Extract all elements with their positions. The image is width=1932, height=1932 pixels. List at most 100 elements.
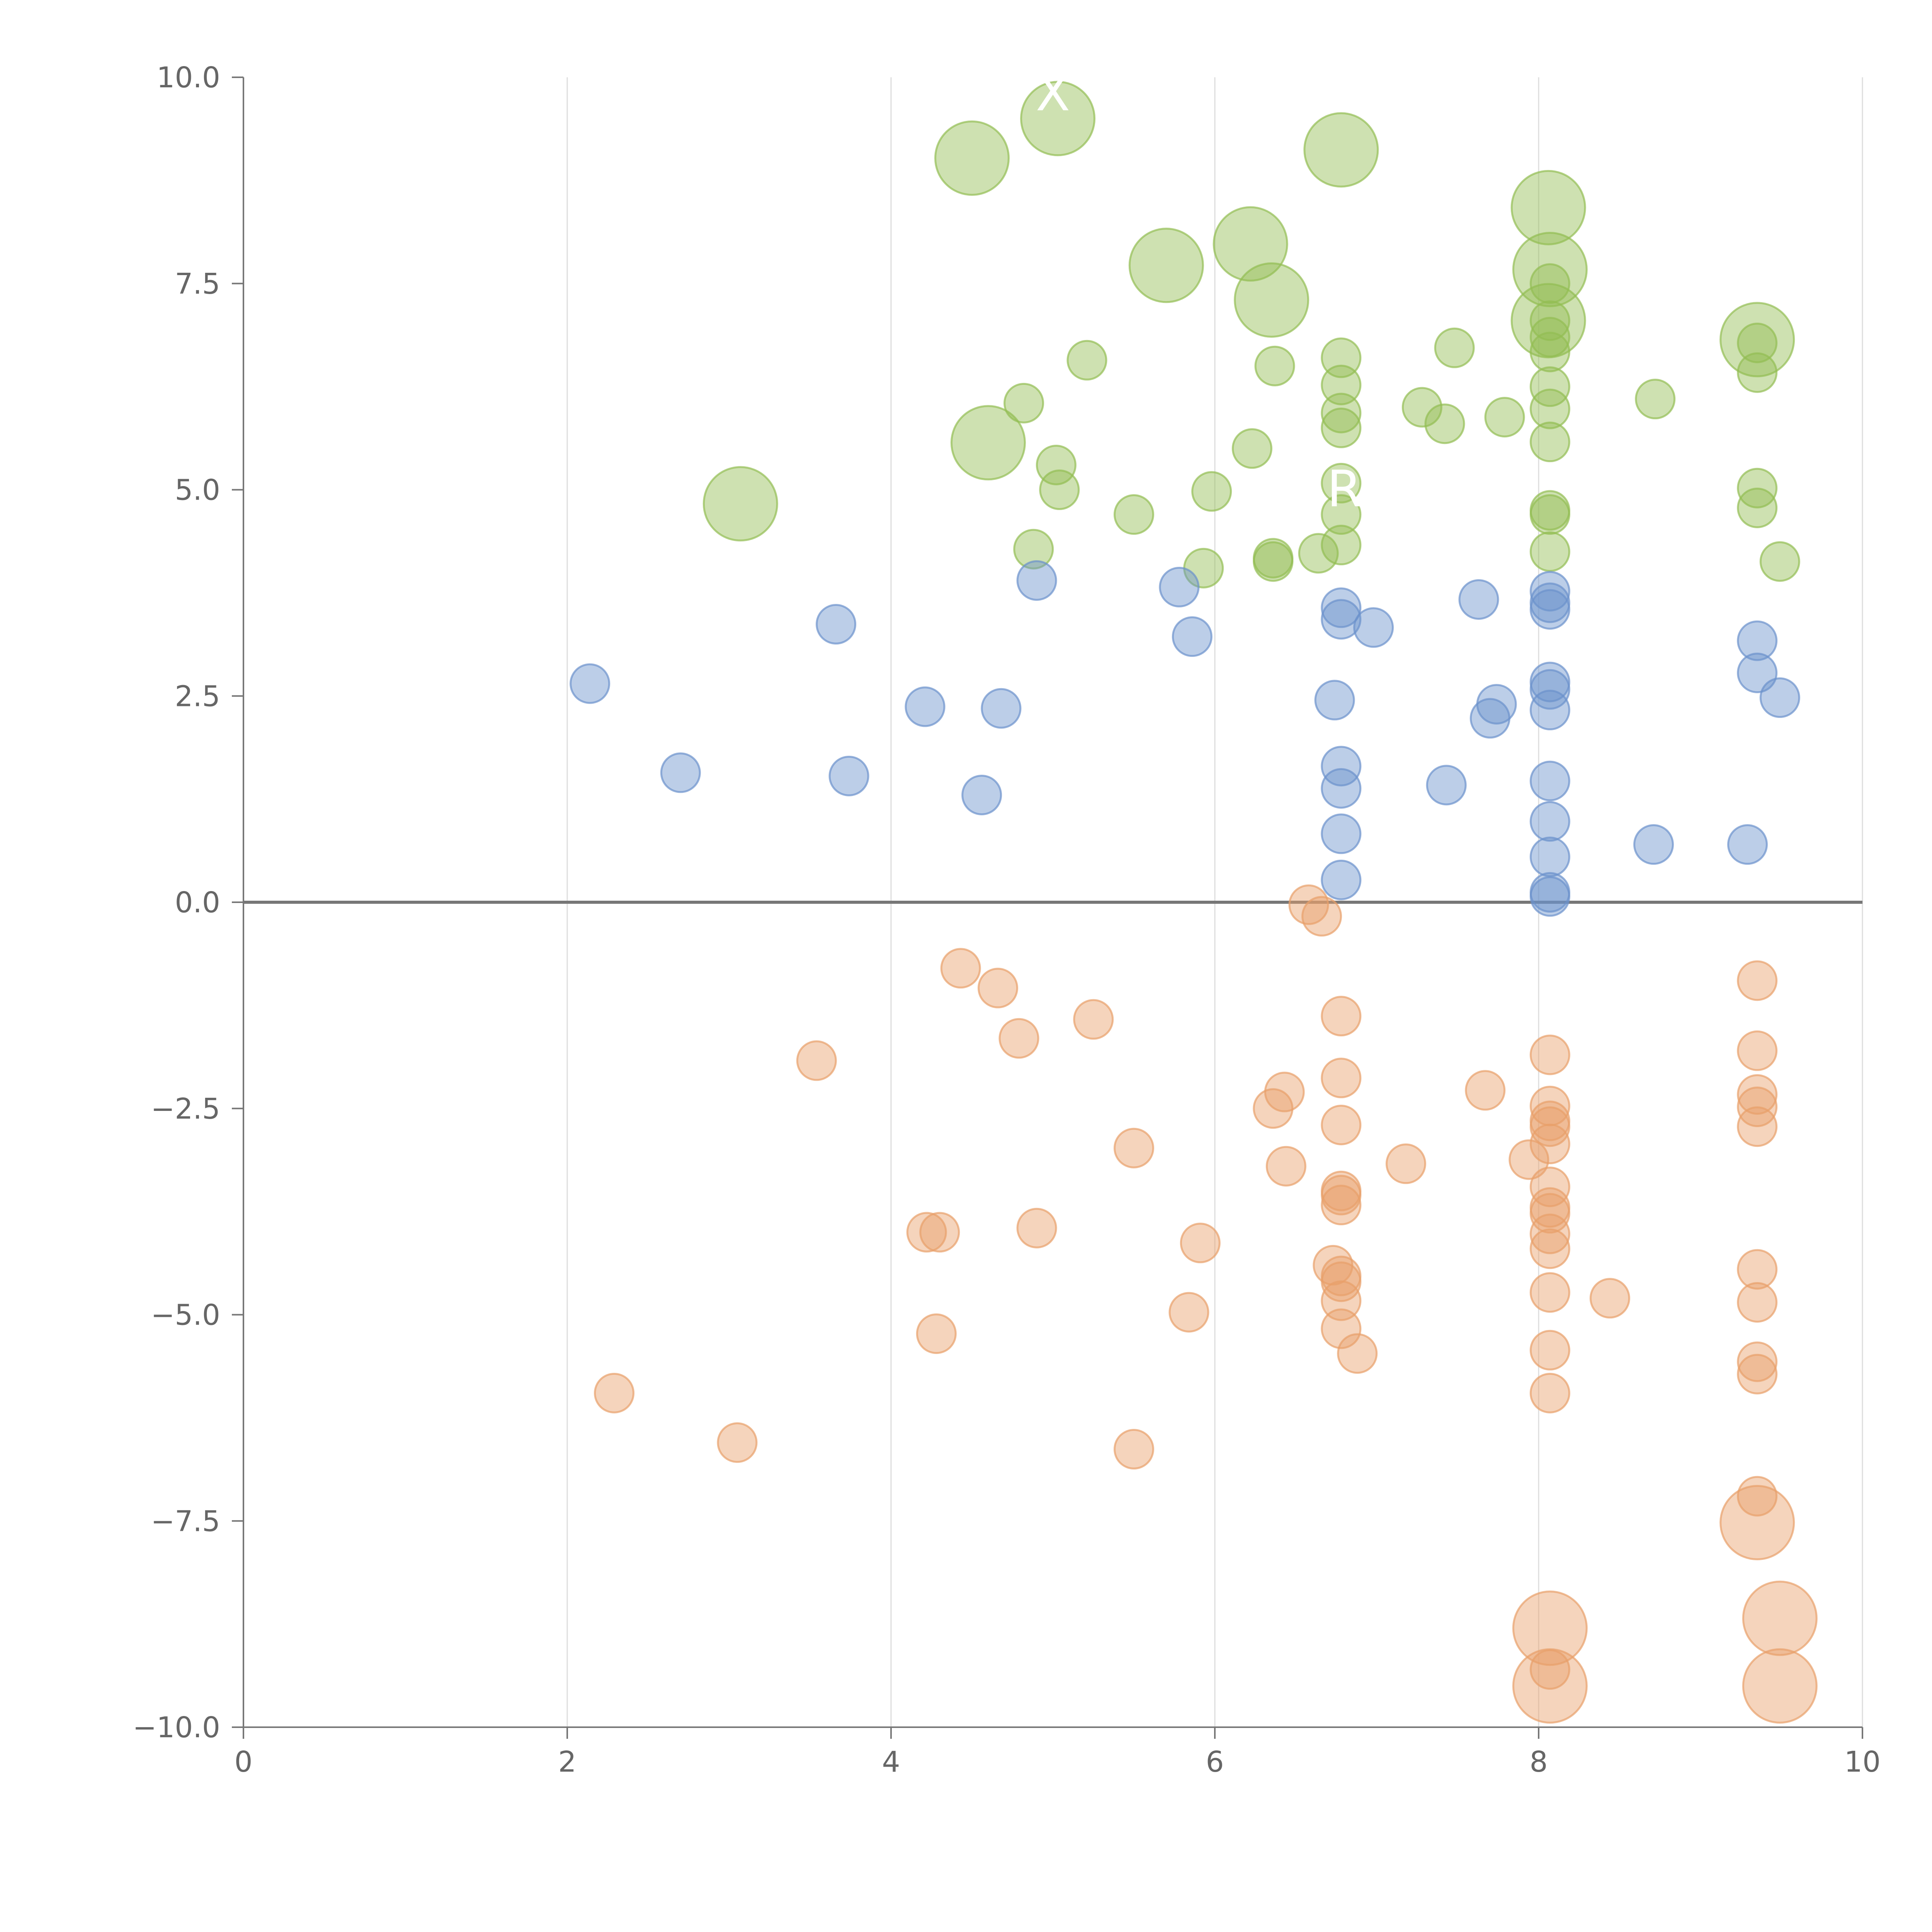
x-axis-ticks: 0 2 4 6 8 10	[234, 1727, 1881, 1779]
data-point	[1314, 680, 1355, 721]
data-point	[1321, 587, 1362, 628]
data-point	[1737, 1249, 1778, 1290]
y-axis-ticks: 10.0 7.5 5.0 2.5 0.0 −2.5 −5.0 −7.5 −10.0	[133, 61, 243, 1744]
data-point	[1401, 387, 1442, 428]
data-point	[1633, 824, 1674, 865]
data-point	[1039, 469, 1080, 510]
data-point	[1016, 560, 1057, 601]
data-point	[1003, 383, 1044, 423]
data-point	[916, 1313, 957, 1354]
data-point	[1737, 1074, 1778, 1115]
data-point	[1434, 327, 1475, 368]
data-point	[1172, 616, 1213, 657]
data-point	[1426, 765, 1467, 806]
data-point	[1321, 996, 1362, 1037]
data-point	[1301, 896, 1342, 937]
data-point	[1321, 1185, 1362, 1226]
y-tick-label: 5.0	[175, 474, 220, 507]
data-point	[1020, 81, 1096, 156]
data-point	[1114, 1128, 1154, 1168]
data-point	[1234, 262, 1310, 338]
data-point	[1529, 1213, 1570, 1254]
data-point	[1719, 302, 1795, 378]
data-point	[1180, 1223, 1221, 1264]
data-point	[1128, 228, 1204, 303]
data-point	[1509, 1139, 1549, 1180]
data-point	[1321, 1308, 1362, 1349]
data-point	[1529, 1124, 1570, 1165]
data-point	[1759, 677, 1800, 718]
series-blue	[570, 560, 1800, 917]
data-point	[1529, 669, 1570, 710]
data-point	[594, 1372, 635, 1413]
data-point	[1529, 571, 1570, 612]
data-point	[1529, 263, 1570, 304]
data-point	[1529, 1034, 1570, 1075]
data-point	[1321, 859, 1362, 900]
data-point	[1458, 579, 1499, 620]
y-tick-label: −2.5	[151, 1092, 220, 1126]
data-point	[1213, 206, 1288, 282]
data-point	[1589, 1278, 1630, 1319]
data-point	[981, 688, 1022, 729]
data-point	[998, 1018, 1039, 1059]
data-point	[1529, 1330, 1570, 1371]
data-point	[1168, 1292, 1209, 1333]
data-point	[1159, 566, 1200, 607]
y-tick-label: −7.5	[151, 1505, 220, 1538]
data-point	[1529, 837, 1570, 878]
data-point	[1321, 599, 1362, 640]
data-point	[1737, 352, 1778, 393]
data-point	[1321, 1280, 1362, 1321]
data-point	[1742, 1580, 1818, 1656]
data-point	[816, 604, 857, 645]
data-point	[940, 948, 981, 989]
data-point	[961, 774, 1002, 815]
data-point	[1016, 1208, 1057, 1248]
data-point	[1298, 533, 1339, 574]
data-point	[1353, 607, 1394, 648]
data-point	[1321, 494, 1362, 535]
data-point	[1465, 1070, 1506, 1111]
data-point	[1321, 407, 1362, 448]
x-tick-label: 0	[234, 1745, 252, 1779]
data-point	[1737, 1030, 1778, 1071]
data-point	[1529, 1272, 1570, 1313]
series-orange	[594, 884, 1818, 1724]
data-point	[1529, 494, 1570, 535]
data-point	[1529, 332, 1570, 372]
data-point	[1529, 300, 1570, 341]
data-point	[1231, 428, 1272, 469]
data-point	[570, 663, 611, 704]
data-point	[1288, 884, 1329, 925]
data-point	[1321, 525, 1362, 566]
data-point	[1469, 698, 1510, 739]
data-point	[1737, 620, 1778, 661]
x-tick-label: 6	[1206, 1745, 1224, 1779]
x-tick-label: 10	[1844, 1745, 1881, 1779]
data-point	[1321, 364, 1362, 405]
data-point	[1264, 1071, 1305, 1112]
data-point	[796, 1040, 837, 1081]
data-point	[950, 405, 1026, 481]
data-point	[1529, 589, 1570, 630]
y-tick-label: 2.5	[175, 680, 220, 713]
data-point	[1737, 1341, 1778, 1382]
data-point	[1529, 366, 1570, 407]
data-point	[1737, 487, 1778, 528]
data-point	[1484, 397, 1525, 438]
data-point	[1737, 1282, 1778, 1323]
data-point	[1529, 1228, 1570, 1269]
data-point	[1265, 1146, 1306, 1187]
data-point	[1321, 1058, 1362, 1099]
data-point	[1321, 393, 1362, 434]
data-point	[1529, 422, 1570, 463]
data-point	[1114, 494, 1154, 535]
data-points	[570, 81, 1818, 1724]
data-point	[1529, 1372, 1570, 1413]
data-point	[1529, 760, 1570, 801]
y-tick-label: 0.0	[175, 886, 220, 919]
data-point	[1742, 1648, 1818, 1724]
data-point	[1337, 1333, 1378, 1374]
